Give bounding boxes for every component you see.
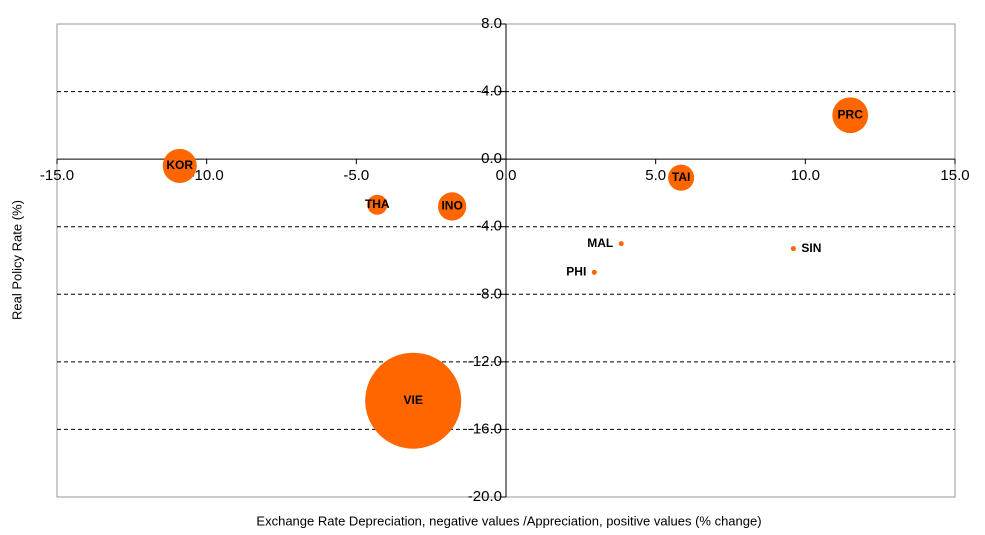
bubble-label: MAL	[587, 236, 613, 250]
x-axis-title: Exchange Rate Depreciation, negative val…	[256, 513, 761, 528]
y-tick-label: 4.0	[481, 83, 502, 100]
bubble-label: KOR	[166, 158, 193, 172]
bubble	[437, 192, 467, 221]
bubble-label: INO	[441, 199, 462, 213]
y-tick-label: -16.0	[468, 420, 502, 437]
bubble-label: SIN	[801, 241, 821, 255]
bubble	[162, 148, 197, 183]
bubble-label: VIE	[404, 393, 423, 407]
bubble-label: TAI	[672, 170, 690, 184]
y-tick-label: -12.0	[468, 353, 502, 370]
bubble	[668, 164, 695, 191]
x-tick-label: 10.0	[791, 167, 820, 184]
bubble	[367, 194, 388, 215]
x-tick-label: -5.0	[343, 167, 369, 184]
y-tick-label: -20.0	[468, 488, 502, 505]
x-tick-label: -15.0	[40, 167, 74, 184]
bubble	[832, 97, 869, 134]
x-tick-label: -10.0	[190, 167, 224, 184]
bubble-label: THA	[365, 197, 390, 211]
bubble-label: PHI	[566, 264, 586, 278]
bubble	[591, 269, 597, 275]
bubble	[618, 241, 624, 247]
y-tick-label: 0.0	[481, 150, 502, 167]
y-axis-title: Real Policy Rate (%)	[9, 200, 24, 320]
y-tick-label: 8.0	[481, 15, 502, 32]
y-tick-label: -4.0	[476, 218, 502, 235]
bubble-label: PRC	[838, 107, 864, 121]
y-tick-label: -8.0	[476, 285, 502, 302]
x-tick-label: 15.0	[940, 167, 969, 184]
x-tick-label: 5.0	[645, 167, 666, 184]
bubble	[365, 352, 462, 449]
bubble	[790, 246, 796, 252]
